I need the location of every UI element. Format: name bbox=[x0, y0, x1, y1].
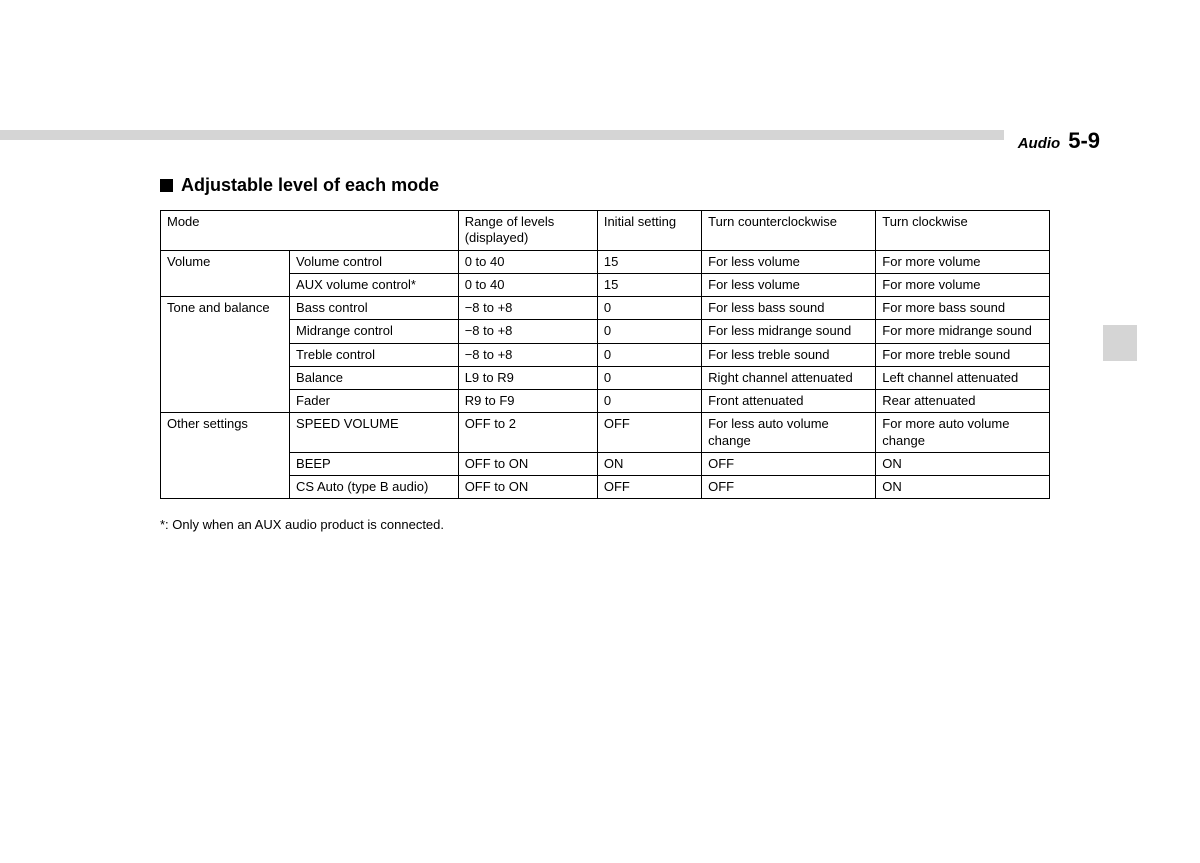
mode-name-cell: Treble control bbox=[290, 343, 459, 366]
cw-cell: ON bbox=[876, 452, 1050, 475]
range-cell: OFF to ON bbox=[458, 476, 597, 499]
section-heading: Adjustable level of each mode bbox=[160, 175, 1050, 196]
cw-cell: For more volume bbox=[876, 273, 1050, 296]
group-cell: Tone and balance bbox=[161, 297, 290, 413]
page-header: Audio 5-9 bbox=[1018, 128, 1100, 154]
col-mode: Mode bbox=[161, 211, 459, 251]
range-cell: 0 to 40 bbox=[458, 273, 597, 296]
table-header-row: Mode Range of levels (displayed) Initial… bbox=[161, 211, 1050, 251]
range-cell: −8 to +8 bbox=[458, 297, 597, 320]
ccw-cell: For less volume bbox=[702, 273, 876, 296]
mode-name-cell: Balance bbox=[290, 366, 459, 389]
footnote: *: Only when an AUX audio product is con… bbox=[160, 517, 1050, 532]
mode-name-cell: Midrange control bbox=[290, 320, 459, 343]
cw-cell: For more volume bbox=[876, 250, 1050, 273]
table-row: Midrange control−8 to +80For less midran… bbox=[161, 320, 1050, 343]
table-body: VolumeVolume control0 to 4015For less vo… bbox=[161, 250, 1050, 499]
initial-cell: 0 bbox=[597, 297, 701, 320]
mode-name-cell: Fader bbox=[290, 390, 459, 413]
cw-cell: For more bass sound bbox=[876, 297, 1050, 320]
table-row: Other settingsSPEED VOLUMEOFF to 2OFFFor… bbox=[161, 413, 1050, 453]
range-cell: −8 to +8 bbox=[458, 320, 597, 343]
ccw-cell: OFF bbox=[702, 476, 876, 499]
initial-cell: 15 bbox=[597, 273, 701, 296]
table-row: Tone and balanceBass control−8 to +80For… bbox=[161, 297, 1050, 320]
ccw-cell: Front attenuated bbox=[702, 390, 876, 413]
range-cell: 0 to 40 bbox=[458, 250, 597, 273]
mode-name-cell: CS Auto (type B audio) bbox=[290, 476, 459, 499]
initial-cell: 0 bbox=[597, 390, 701, 413]
group-cell: Other settings bbox=[161, 413, 290, 499]
cw-cell: For more auto volume change bbox=[876, 413, 1050, 453]
cw-cell: Rear attenuated bbox=[876, 390, 1050, 413]
table-row: CS Auto (type B audio)OFF to ONOFFOFFON bbox=[161, 476, 1050, 499]
cw-cell: For more treble sound bbox=[876, 343, 1050, 366]
mode-name-cell: SPEED VOLUME bbox=[290, 413, 459, 453]
table-row: BEEPOFF to ONONOFFON bbox=[161, 452, 1050, 475]
mode-name-cell: Volume control bbox=[290, 250, 459, 273]
header-divider bbox=[0, 130, 1004, 140]
section-title: Adjustable level of each mode bbox=[181, 175, 439, 196]
table-row: VolumeVolume control0 to 4015For less vo… bbox=[161, 250, 1050, 273]
cw-cell: Left channel attenuated bbox=[876, 366, 1050, 389]
initial-cell: ON bbox=[597, 452, 701, 475]
thumb-tab bbox=[1103, 325, 1137, 361]
initial-cell: OFF bbox=[597, 476, 701, 499]
initial-cell: 0 bbox=[597, 343, 701, 366]
mode-name-cell: Bass control bbox=[290, 297, 459, 320]
table-row: FaderR9 to F90Front attenuatedRear atten… bbox=[161, 390, 1050, 413]
range-cell: R9 to F9 bbox=[458, 390, 597, 413]
col-ccw: Turn counterclockwise bbox=[702, 211, 876, 251]
range-cell: L9 to R9 bbox=[458, 366, 597, 389]
initial-cell: 0 bbox=[597, 320, 701, 343]
cw-cell: ON bbox=[876, 476, 1050, 499]
ccw-cell: OFF bbox=[702, 452, 876, 475]
range-cell: OFF to ON bbox=[458, 452, 597, 475]
initial-cell: 15 bbox=[597, 250, 701, 273]
range-cell: −8 to +8 bbox=[458, 343, 597, 366]
section-name: Audio bbox=[1018, 135, 1061, 152]
mode-name-cell: AUX volume control* bbox=[290, 273, 459, 296]
square-bullet-icon bbox=[160, 179, 173, 192]
ccw-cell: For less treble sound bbox=[702, 343, 876, 366]
range-cell: OFF to 2 bbox=[458, 413, 597, 453]
ccw-cell: Right channel attenuated bbox=[702, 366, 876, 389]
table-row: AUX volume control*0 to 4015For less vol… bbox=[161, 273, 1050, 296]
page-number: 5-9 bbox=[1068, 128, 1100, 154]
content-area: Adjustable level of each mode Mode Range… bbox=[160, 175, 1050, 532]
ccw-cell: For less auto volume change bbox=[702, 413, 876, 453]
table-row: Treble control−8 to +80For less treble s… bbox=[161, 343, 1050, 366]
mode-name-cell: BEEP bbox=[290, 452, 459, 475]
ccw-cell: For less midrange sound bbox=[702, 320, 876, 343]
col-range: Range of levels (displayed) bbox=[458, 211, 597, 251]
group-cell: Volume bbox=[161, 250, 290, 297]
col-initial: Initial setting bbox=[597, 211, 701, 251]
table-row: BalanceL9 to R90Right channel attenuated… bbox=[161, 366, 1050, 389]
ccw-cell: For less bass sound bbox=[702, 297, 876, 320]
initial-cell: 0 bbox=[597, 366, 701, 389]
col-cw: Turn clockwise bbox=[876, 211, 1050, 251]
modes-table: Mode Range of levels (displayed) Initial… bbox=[160, 210, 1050, 499]
ccw-cell: For less volume bbox=[702, 250, 876, 273]
initial-cell: OFF bbox=[597, 413, 701, 453]
cw-cell: For more midrange sound bbox=[876, 320, 1050, 343]
